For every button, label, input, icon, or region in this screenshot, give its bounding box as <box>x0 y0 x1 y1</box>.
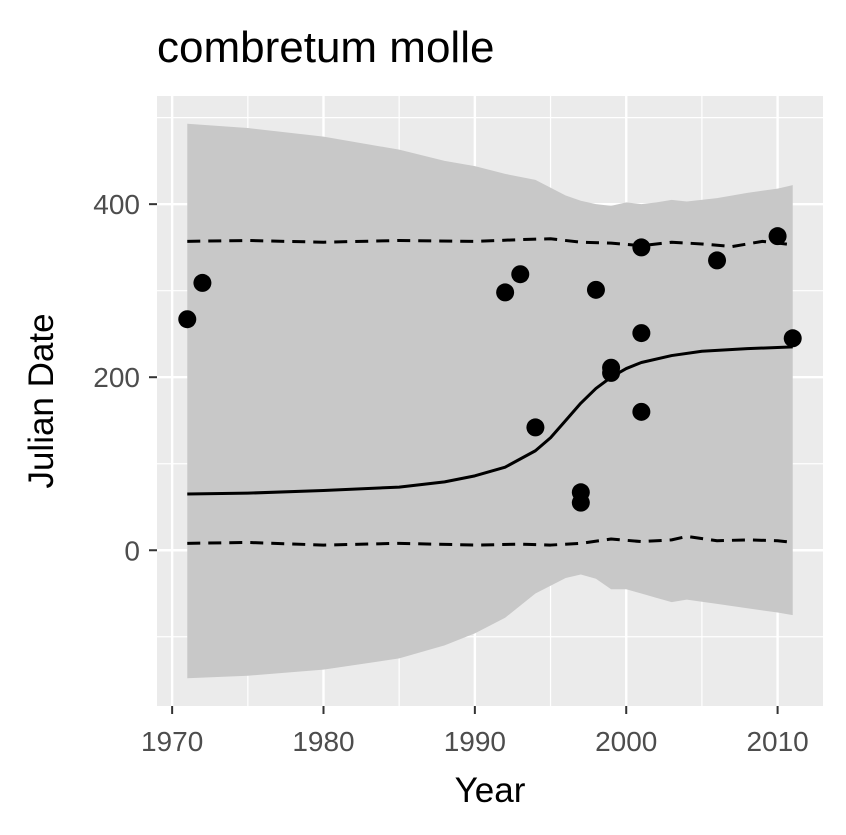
prediction-ribbon <box>187 123 793 679</box>
y-axis: 0 200 400 <box>93 189 157 566</box>
x-axis: 1970 1980 1990 2000 2010 <box>141 706 809 757</box>
x-tick-label: 2000 <box>595 726 657 757</box>
x-tick-label: 1970 <box>141 726 203 757</box>
ribbon-area <box>187 123 793 679</box>
fit-line <box>187 345 793 496</box>
data-point <box>193 273 212 292</box>
chart-title: combretum molle <box>157 23 494 72</box>
data-point <box>632 324 651 343</box>
data-point <box>768 227 787 246</box>
y-tick-label: 200 <box>93 362 140 393</box>
data-point <box>526 418 545 437</box>
y-tick-label: 0 <box>124 535 140 566</box>
data-point <box>632 238 651 257</box>
data-point <box>586 280 605 299</box>
data-point <box>708 251 727 270</box>
fit-lines <box>187 237 793 547</box>
x-tick-label: 2010 <box>746 726 808 757</box>
data-point <box>783 329 802 348</box>
data-point <box>571 483 590 502</box>
data-point <box>602 363 621 382</box>
x-tick-label: 1980 <box>292 726 354 757</box>
x-axis-title: Year <box>455 771 526 810</box>
interval-line <box>187 534 793 547</box>
data-point <box>511 265 530 284</box>
y-tick-label: 400 <box>93 189 140 220</box>
data-point <box>632 402 651 421</box>
interval-line <box>187 237 793 249</box>
y-axis-title: Julian Date <box>22 313 61 488</box>
data-point <box>178 310 197 329</box>
data-point <box>496 283 515 302</box>
data-points <box>178 227 802 512</box>
x-tick-label: 1990 <box>444 726 506 757</box>
